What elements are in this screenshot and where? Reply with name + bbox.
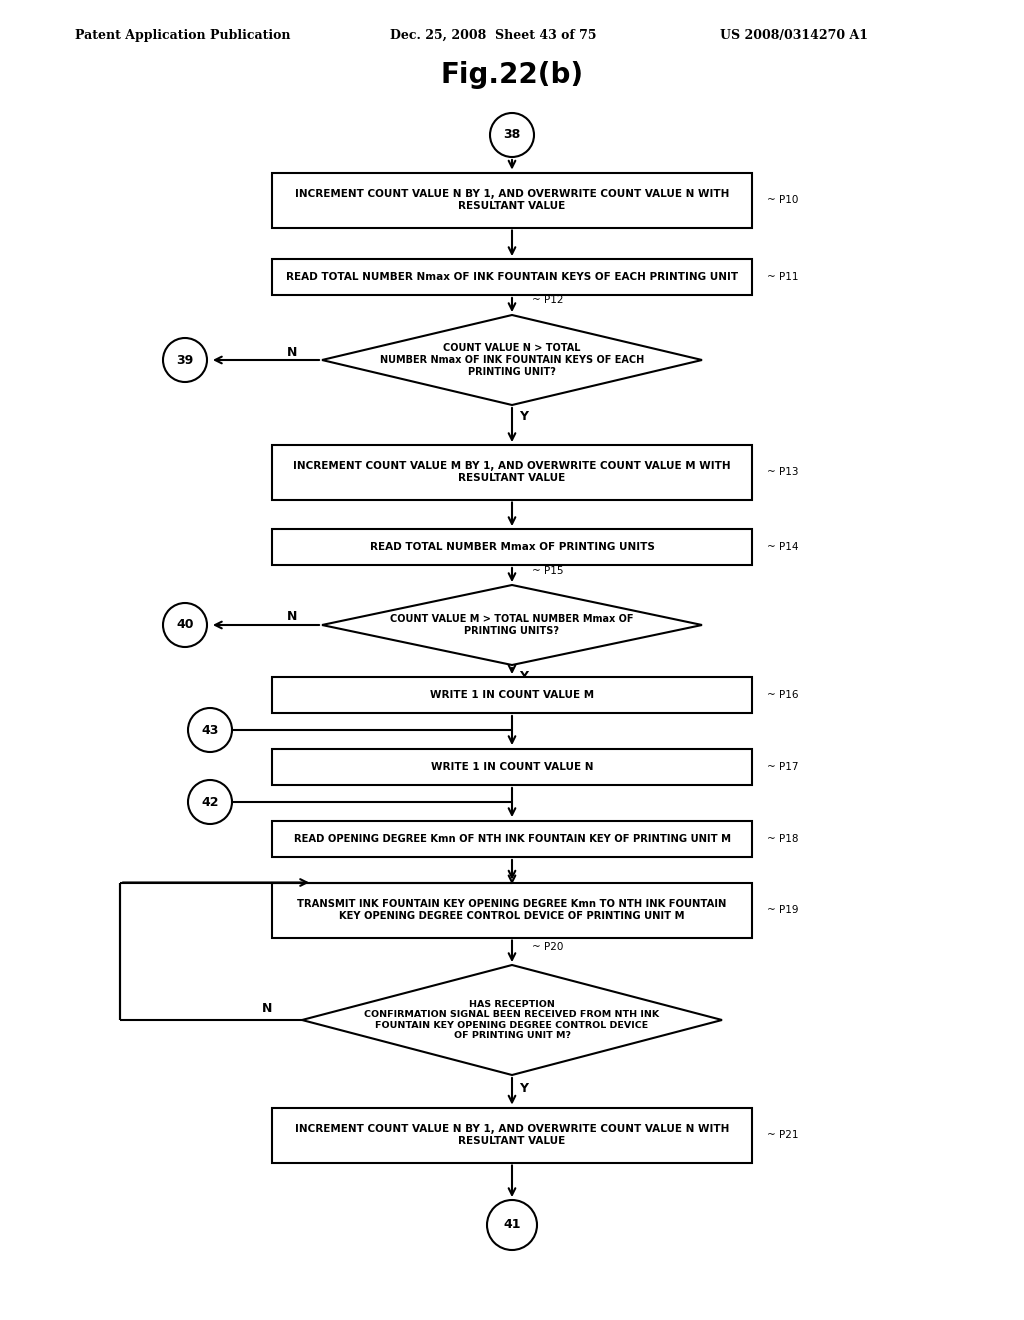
Circle shape — [188, 780, 232, 824]
Text: ~ P19: ~ P19 — [767, 906, 799, 915]
FancyBboxPatch shape — [272, 748, 752, 785]
Text: ~ P10: ~ P10 — [767, 195, 799, 205]
FancyBboxPatch shape — [272, 883, 752, 937]
Text: 39: 39 — [176, 354, 194, 367]
Text: INCREMENT COUNT VALUE N BY 1, AND OVERWRITE COUNT VALUE N WITH
RESULTANT VALUE: INCREMENT COUNT VALUE N BY 1, AND OVERWR… — [295, 189, 729, 211]
Text: Fig.22(b): Fig.22(b) — [440, 61, 584, 88]
Text: Y: Y — [519, 1082, 528, 1096]
Text: COUNT VALUE N > TOTAL
NUMBER Nmax OF INK FOUNTAIN KEYS OF EACH
PRINTING UNIT?: COUNT VALUE N > TOTAL NUMBER Nmax OF INK… — [380, 343, 644, 376]
Circle shape — [490, 114, 534, 157]
FancyBboxPatch shape — [272, 529, 752, 565]
Text: ~ P13: ~ P13 — [767, 467, 799, 477]
Text: ~ P11: ~ P11 — [767, 272, 799, 282]
Text: READ TOTAL NUMBER Mmax OF PRINTING UNITS: READ TOTAL NUMBER Mmax OF PRINTING UNITS — [370, 543, 654, 552]
Text: INCREMENT COUNT VALUE M BY 1, AND OVERWRITE COUNT VALUE M WITH
RESULTANT VALUE: INCREMENT COUNT VALUE M BY 1, AND OVERWR… — [293, 461, 731, 483]
Circle shape — [487, 1200, 537, 1250]
Polygon shape — [302, 965, 722, 1074]
Text: 38: 38 — [504, 128, 520, 141]
Text: N: N — [262, 1002, 272, 1015]
FancyBboxPatch shape — [272, 1107, 752, 1163]
Text: ~ P16: ~ P16 — [767, 690, 799, 700]
FancyBboxPatch shape — [272, 173, 752, 227]
Text: ~ P21: ~ P21 — [767, 1130, 799, 1140]
Text: ~ P20: ~ P20 — [532, 942, 563, 952]
Text: 43: 43 — [202, 723, 219, 737]
Polygon shape — [322, 315, 702, 405]
Text: Y: Y — [519, 411, 528, 424]
Text: N: N — [287, 346, 297, 359]
Circle shape — [163, 603, 207, 647]
Text: HAS RECEPTION
CONFIRMATION SIGNAL BEEN RECEIVED FROM NTH INK
FOUNTAIN KEY OPENIN: HAS RECEPTION CONFIRMATION SIGNAL BEEN R… — [365, 1001, 659, 1040]
Text: US 2008/0314270 A1: US 2008/0314270 A1 — [720, 29, 868, 41]
Text: N: N — [287, 610, 297, 623]
Text: INCREMENT COUNT VALUE N BY 1, AND OVERWRITE COUNT VALUE N WITH
RESULTANT VALUE: INCREMENT COUNT VALUE N BY 1, AND OVERWR… — [295, 1125, 729, 1146]
FancyBboxPatch shape — [272, 445, 752, 499]
Text: TRANSMIT INK FOUNTAIN KEY OPENING DEGREE Kmn TO NTH INK FOUNTAIN
KEY OPENING DEG: TRANSMIT INK FOUNTAIN KEY OPENING DEGREE… — [297, 899, 727, 921]
Text: ~ P17: ~ P17 — [767, 762, 799, 772]
FancyBboxPatch shape — [272, 821, 752, 857]
Polygon shape — [322, 585, 702, 665]
Text: 40: 40 — [176, 619, 194, 631]
Circle shape — [163, 338, 207, 381]
Text: 41: 41 — [503, 1218, 521, 1232]
Text: READ TOTAL NUMBER Nmax OF INK FOUNTAIN KEYS OF EACH PRINTING UNIT: READ TOTAL NUMBER Nmax OF INK FOUNTAIN K… — [286, 272, 738, 282]
Circle shape — [188, 708, 232, 752]
Text: ~ P18: ~ P18 — [767, 834, 799, 843]
Text: ~ P15: ~ P15 — [532, 566, 563, 576]
Text: COUNT VALUE M > TOTAL NUMBER Mmax OF
PRINTING UNITS?: COUNT VALUE M > TOTAL NUMBER Mmax OF PRI… — [390, 614, 634, 636]
Text: Dec. 25, 2008  Sheet 43 of 75: Dec. 25, 2008 Sheet 43 of 75 — [390, 29, 597, 41]
Text: Patent Application Publication: Patent Application Publication — [75, 29, 291, 41]
Text: READ OPENING DEGREE Kmn OF NTH INK FOUNTAIN KEY OF PRINTING UNIT M: READ OPENING DEGREE Kmn OF NTH INK FOUNT… — [294, 834, 730, 843]
Text: Y: Y — [519, 671, 528, 684]
FancyBboxPatch shape — [272, 677, 752, 713]
Text: WRITE 1 IN COUNT VALUE M: WRITE 1 IN COUNT VALUE M — [430, 690, 594, 700]
FancyBboxPatch shape — [272, 259, 752, 294]
Text: ~ P14: ~ P14 — [767, 543, 799, 552]
Text: ~ P12: ~ P12 — [532, 294, 563, 305]
Text: 42: 42 — [202, 796, 219, 808]
Text: WRITE 1 IN COUNT VALUE N: WRITE 1 IN COUNT VALUE N — [431, 762, 593, 772]
